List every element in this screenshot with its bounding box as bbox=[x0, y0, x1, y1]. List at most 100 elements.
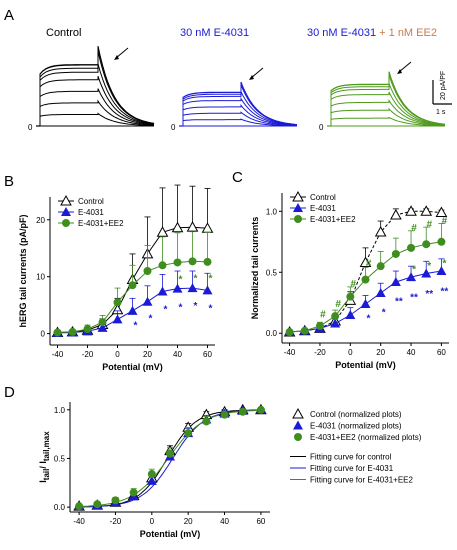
data-point bbox=[166, 449, 174, 458]
data-point bbox=[93, 500, 102, 509]
y-tick-label: 0.5 bbox=[266, 268, 278, 277]
current-trace bbox=[330, 91, 446, 126]
x-tick-label: -40 bbox=[52, 350, 64, 359]
data-point bbox=[374, 225, 387, 237]
x-tick-label: 0 bbox=[115, 350, 120, 359]
significance-mark: * bbox=[427, 261, 431, 272]
current-trace bbox=[39, 63, 155, 126]
x-tick-label: 40 bbox=[407, 348, 416, 357]
data-point bbox=[158, 261, 167, 270]
arrowhead-icon bbox=[397, 69, 402, 74]
data-point bbox=[129, 488, 138, 497]
data-point bbox=[143, 267, 152, 275]
current-trace bbox=[182, 81, 298, 126]
data-point bbox=[157, 286, 168, 296]
x-tick-label: 60 bbox=[256, 517, 265, 526]
x-tick-label: 20 bbox=[376, 348, 385, 357]
chart-d-activation-curves: -40 -20 0 20 40 60 0.0 0.5 1.0 Potential (mV) Itai… bbox=[38, 402, 422, 539]
significance-mark: * bbox=[442, 259, 446, 270]
current-trace bbox=[39, 75, 155, 126]
legend-label: Fitting curve for E-4031+EE2 bbox=[310, 476, 413, 485]
significance-mark: * bbox=[194, 301, 198, 312]
y-axis-label: Itail/ Itail,max bbox=[38, 431, 51, 483]
legend-marker bbox=[292, 190, 304, 202]
data-point bbox=[128, 281, 137, 290]
data-point bbox=[330, 318, 341, 328]
data-point bbox=[156, 226, 169, 237]
legend: Control E-4031 E-4031+EE2 bbox=[290, 190, 356, 224]
significance-mark: * bbox=[367, 313, 371, 324]
data-point bbox=[187, 283, 198, 293]
legend-label: Fitting curve for control bbox=[310, 453, 392, 462]
data-point bbox=[406, 272, 417, 282]
data-point bbox=[171, 221, 184, 233]
data-point bbox=[202, 285, 213, 295]
x-tick-label: -20 bbox=[314, 348, 326, 357]
current-trace bbox=[39, 120, 154, 127]
x-tick-label: -40 bbox=[73, 517, 85, 526]
significance-mark: * bbox=[164, 305, 168, 316]
panel-letter-b: B bbox=[4, 173, 14, 190]
significance-mark: * bbox=[179, 274, 183, 285]
y-tick-label: 20 bbox=[36, 216, 45, 225]
data-point bbox=[390, 277, 401, 287]
trace-title: 30 nM E-4031 + 1 nM EE2 bbox=[307, 27, 437, 39]
x-tick-label: 20 bbox=[184, 517, 193, 526]
current-trace bbox=[330, 83, 446, 126]
y-tick-label: 1.0 bbox=[266, 207, 278, 216]
data-point bbox=[112, 314, 123, 324]
current-trace bbox=[182, 120, 297, 127]
data-point bbox=[111, 496, 120, 505]
data-point bbox=[360, 298, 371, 308]
current-trace bbox=[39, 46, 155, 126]
legend-label: E-4031 bbox=[78, 208, 104, 217]
legend-label: E-4031+EE2 bbox=[310, 215, 356, 224]
legend-marker bbox=[62, 219, 70, 227]
current-trace bbox=[330, 116, 445, 127]
x-axis-label: Potential (mV) bbox=[335, 360, 396, 370]
data-point bbox=[203, 257, 212, 266]
data-point bbox=[220, 410, 229, 419]
x-tick-label: 0 bbox=[348, 348, 353, 357]
significance-mark: ** bbox=[441, 287, 449, 298]
zero-label: 0 bbox=[28, 123, 33, 132]
data-point bbox=[68, 327, 77, 336]
current-trace bbox=[330, 71, 446, 126]
y-label-sub2: tail,max bbox=[42, 431, 51, 461]
legend-marker bbox=[294, 215, 302, 223]
data-point bbox=[113, 298, 122, 307]
data-point bbox=[127, 305, 138, 315]
series-2 bbox=[285, 223, 446, 337]
data-point bbox=[345, 309, 356, 319]
scale-bar: 20 pA/PF 1 s bbox=[432, 71, 452, 116]
current-trace bbox=[39, 88, 155, 126]
significance-mark: ** bbox=[395, 296, 403, 307]
y-label-main: I bbox=[38, 480, 48, 483]
data-point bbox=[184, 429, 193, 438]
trace-group-0: Control 0 bbox=[28, 27, 155, 132]
significance-mark: * bbox=[149, 314, 153, 325]
data-point bbox=[188, 257, 197, 266]
current-trace bbox=[182, 104, 298, 126]
data-point bbox=[142, 296, 153, 306]
x-tick-label: 0 bbox=[150, 517, 155, 526]
y-tick-label: 1.0 bbox=[54, 406, 66, 415]
x-tick-label: -20 bbox=[110, 517, 122, 526]
y-axis-label: hERG tail currents (pA/pF) bbox=[18, 214, 28, 327]
data-point bbox=[407, 243, 416, 252]
data-point bbox=[53, 328, 62, 337]
x-axis-label: Potential (mV) bbox=[102, 362, 163, 372]
scale-bar-y-label: 20 pA/PF bbox=[440, 71, 447, 100]
current-trace bbox=[182, 91, 298, 126]
x-tick-label: 40 bbox=[220, 517, 229, 526]
significance-mark: # bbox=[320, 310, 326, 321]
data-point bbox=[97, 322, 108, 332]
x-tick-label: 40 bbox=[173, 350, 182, 359]
series-2 bbox=[75, 405, 265, 511]
current-trace bbox=[182, 118, 298, 127]
panel-letter-c: C bbox=[232, 169, 243, 186]
data-point bbox=[359, 256, 372, 268]
arrowhead-icon bbox=[114, 55, 119, 60]
significance-mark: * bbox=[134, 321, 138, 332]
